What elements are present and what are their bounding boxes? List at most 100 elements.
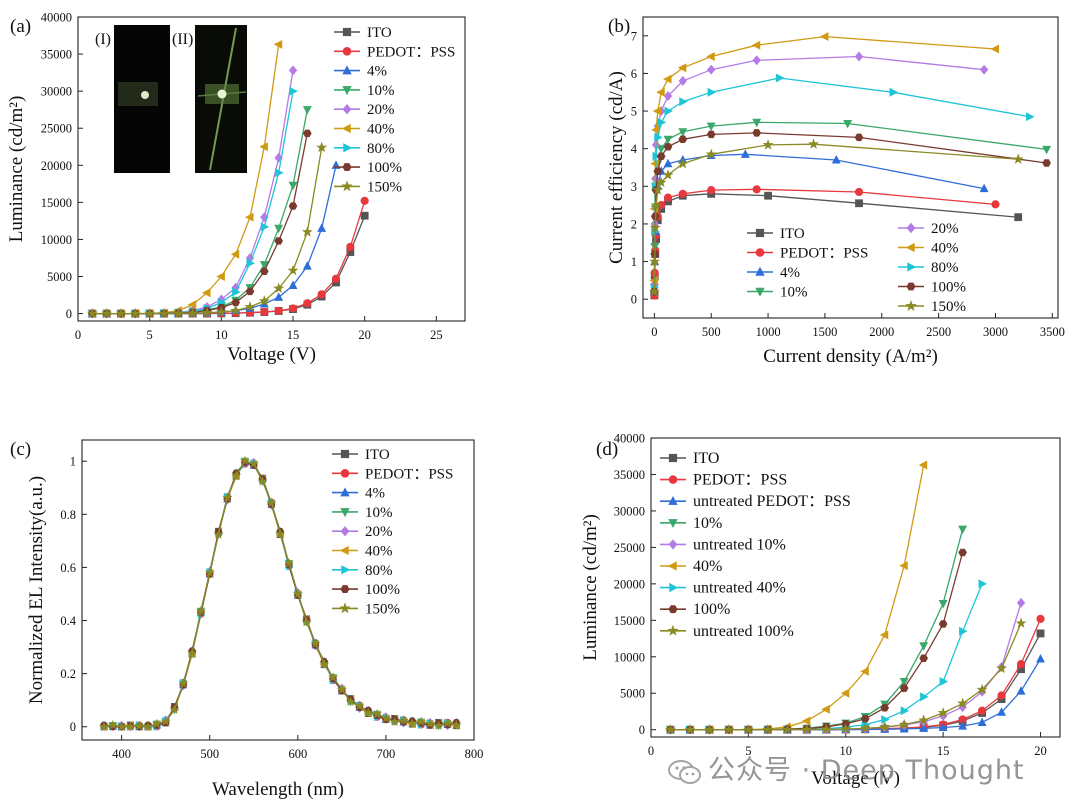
x-tick-label: 25 — [430, 328, 443, 342]
data-point — [677, 157, 689, 169]
data-point — [274, 237, 283, 245]
legend-marker — [341, 180, 353, 192]
data-point — [1036, 614, 1045, 623]
data-point — [1016, 659, 1026, 669]
legend-label: ITO — [780, 226, 805, 242]
data-point — [216, 272, 225, 281]
series-p4 — [87, 160, 341, 318]
data-point — [1016, 686, 1026, 695]
legend-marker — [907, 262, 917, 272]
x-axis-label: Current density (A/m²) — [763, 346, 938, 367]
series-line — [653, 143, 1019, 292]
legend-marker — [668, 605, 678, 614]
data-point — [679, 97, 688, 107]
data-point — [880, 704, 890, 712]
legend-label: 10% — [780, 285, 808, 301]
x-axis-label: Voltage (V) — [227, 344, 316, 365]
data-point — [706, 52, 715, 61]
legend-label: 20% — [367, 102, 395, 118]
x-tick-label: 2500 — [926, 325, 951, 339]
x-tick-label: 10 — [215, 328, 228, 342]
data-point — [354, 700, 365, 711]
data-point — [899, 678, 909, 687]
data-point — [751, 40, 761, 50]
legend-marker — [340, 487, 350, 497]
data-point — [801, 716, 811, 726]
data-point — [860, 715, 870, 723]
y-tick-label: 0.4 — [60, 614, 76, 628]
data-point — [840, 688, 850, 698]
legend-marker — [340, 585, 350, 594]
series-ITO — [100, 458, 460, 731]
x-tick-label: 10 — [840, 744, 853, 758]
legend-marker — [668, 495, 678, 505]
data-point — [663, 158, 673, 168]
legend-marker — [755, 248, 765, 257]
panel-label: (d) — [596, 439, 618, 460]
data-point — [939, 677, 949, 687]
legend-label: 20% — [365, 524, 393, 540]
x-axis-label: Voltage (V) — [811, 768, 900, 789]
data-point — [107, 719, 118, 730]
data-point — [653, 167, 663, 175]
data-point — [363, 707, 374, 717]
data-point — [840, 723, 852, 734]
y-tick-label: 5000 — [47, 270, 72, 284]
data-point — [1036, 654, 1045, 663]
data-point — [195, 605, 206, 616]
data-point — [650, 159, 659, 169]
data-point — [740, 149, 750, 158]
data-point — [918, 460, 928, 470]
legend-label: 10% — [365, 505, 393, 521]
y-tick-label: 30000 — [614, 504, 645, 518]
y-tick-label: 30000 — [41, 85, 72, 99]
legend-label: ITO — [365, 447, 390, 463]
legend-marker — [342, 65, 352, 75]
data-point — [202, 288, 211, 298]
legend: ITO PEDOT：PSS 4% 10% 20% 40% 80% 100% 150% — [747, 221, 966, 315]
data-point — [275, 168, 284, 178]
data-point — [86, 307, 98, 319]
series-p20 — [100, 457, 461, 732]
plot-frame — [77, 16, 466, 322]
data-point — [1015, 617, 1027, 628]
data-point — [230, 304, 242, 316]
data-point — [705, 148, 717, 159]
emission-spot-2 — [217, 89, 227, 99]
data-point — [360, 211, 369, 220]
inset-photos: (I) (II) — [95, 25, 247, 173]
y-tick-label: 35000 — [41, 48, 72, 62]
legend-label: 150% — [367, 179, 402, 195]
data-point — [230, 249, 240, 259]
data-point — [245, 212, 254, 222]
data-point — [260, 307, 269, 317]
data-point — [274, 224, 284, 234]
data-point — [204, 567, 215, 577]
data-point — [879, 721, 891, 732]
legend-label: 150% — [931, 299, 966, 315]
data-point — [99, 721, 109, 731]
data-point — [775, 73, 785, 83]
series-line — [103, 461, 457, 728]
data-point — [919, 642, 929, 651]
panel-c: 400 500 600 700 800 0 0.2 0.4 0.6 0.8 1 Wavelength … — [10, 439, 483, 800]
data-point — [808, 138, 820, 149]
data-point — [248, 458, 259, 469]
data-point — [232, 287, 241, 297]
legend-label: untreated 10% — [693, 536, 786, 553]
y-tick-label: 0 — [70, 720, 76, 734]
legend-marker — [669, 582, 679, 593]
data-point — [663, 135, 673, 145]
series-line — [103, 461, 457, 728]
data-point — [288, 202, 298, 210]
data-point — [938, 722, 948, 732]
data-point — [976, 683, 988, 695]
legend-label: 150% — [365, 601, 400, 617]
legend-marker — [755, 266, 765, 276]
legend-marker — [340, 449, 350, 459]
data-point — [260, 267, 269, 276]
x-tick-label: 0 — [75, 328, 81, 342]
series-p80 — [100, 459, 461, 731]
data-point — [316, 141, 328, 153]
legend-marker — [341, 565, 351, 575]
